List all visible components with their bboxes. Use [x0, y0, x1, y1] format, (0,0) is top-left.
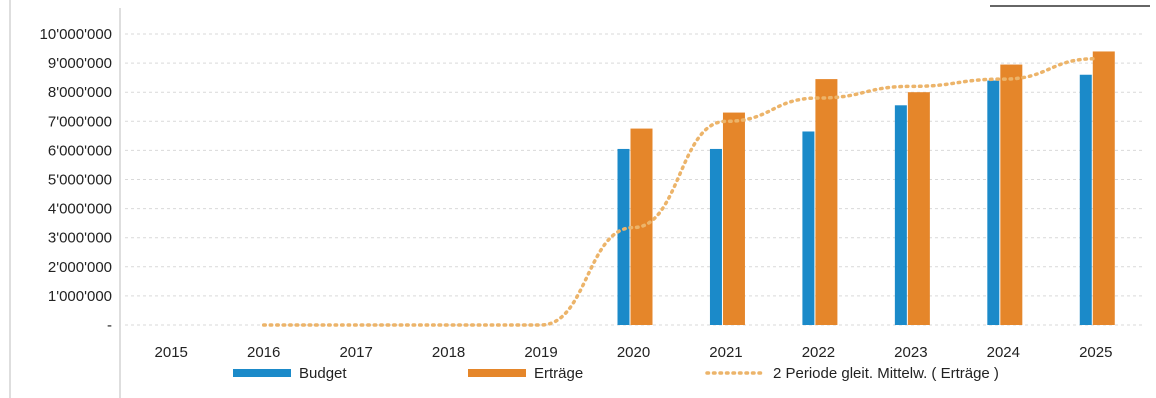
bar-budget — [894, 105, 907, 325]
y-tick-label: 7'000'000 — [48, 113, 112, 130]
x-tick-label: 2016 — [247, 344, 280, 361]
y-axis: - 1'000'000 2'000'000 3'000'000 4'000'000 5'0… — [40, 26, 112, 334]
legend-ertraege-label: Erträge — [534, 365, 583, 382]
x-tick-label: 2018 — [432, 344, 465, 361]
x-tick-label: 2017 — [339, 344, 372, 361]
grid-lines — [125, 33, 1142, 326]
y-tick-label: 10'000'000 — [40, 26, 112, 43]
x-tick-label: 2024 — [987, 344, 1020, 361]
bar-ertraege — [907, 92, 930, 325]
bar-budget — [617, 148, 630, 325]
y-tick-label: 5'000'000 — [48, 172, 112, 189]
bar-budget — [1079, 74, 1092, 326]
y-tick-label: 6'000'000 — [48, 142, 112, 159]
y-tick-label: 1'000'000 — [48, 288, 112, 305]
x-tick-label: 2020 — [617, 344, 650, 361]
y-tick-label: 8'000'000 — [48, 84, 112, 101]
y-tick-label: 2'000'000 — [48, 259, 112, 276]
x-axis: 2015 2016 2017 2018 2019 2020 2021 2022 2023 2024… — [155, 344, 1113, 361]
bar-budget — [802, 131, 815, 325]
x-tick-label: 2023 — [894, 344, 927, 361]
x-tick-label: 2021 — [709, 344, 742, 361]
x-tick-label: 2022 — [802, 344, 835, 361]
moving-average-line — [261, 56, 1098, 327]
moving-average — [261, 56, 1098, 327]
bar-ertraege — [1092, 51, 1115, 326]
y-tick-label: 9'000'000 — [48, 55, 112, 72]
bar-budget — [987, 80, 1000, 325]
bar-ertraege — [722, 112, 745, 325]
legend-budget-swatch — [233, 369, 291, 377]
bar-ertraege — [815, 79, 838, 325]
y-tick-label: 3'000'000 — [48, 230, 112, 247]
bar-ertraege — [1000, 64, 1023, 326]
x-tick-label: 2015 — [155, 344, 188, 361]
bar-budget — [709, 148, 722, 325]
x-tick-label: 2019 — [524, 344, 557, 361]
y-tick-label: 4'000'000 — [48, 201, 112, 218]
y-tick-label: - — [107, 317, 112, 334]
chart-frame — [9, 0, 1150, 398]
legend-ertraege-swatch — [468, 369, 526, 377]
legend-budget-label: Budget — [299, 365, 347, 382]
legend-moving-average-label: 2 Periode gleit. Mittelw. ( Erträge ) — [773, 365, 999, 382]
legend: Budget Erträge 2 Periode gleit. Mittelw. (… — [233, 365, 999, 382]
bars — [617, 51, 1115, 326]
x-tick-label: 2025 — [1079, 344, 1112, 361]
